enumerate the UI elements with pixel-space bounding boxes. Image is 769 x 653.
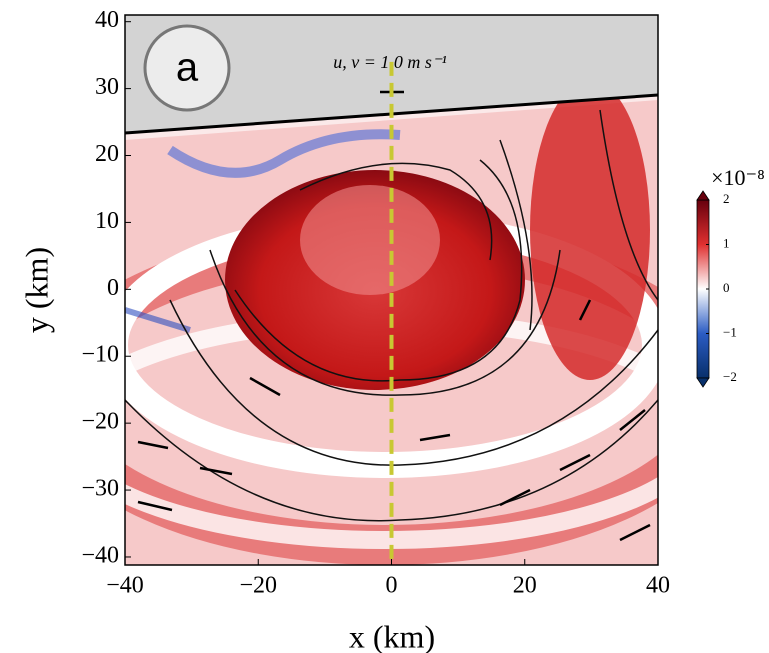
x-tick-label: −40 (106, 573, 144, 599)
colorbar-tick-label: 0 (723, 280, 730, 295)
panel-badge (143, 24, 231, 112)
y-tick-label: 40 (95, 7, 119, 33)
y-tick-label: −20 (81, 409, 119, 435)
y-tick-label: 30 (95, 74, 119, 100)
panel-label: a (176, 46, 199, 90)
y-tick-label: −30 (81, 476, 119, 502)
colorbar-min-extend (696, 377, 710, 388)
colorbar-tick-label: 2 (723, 191, 730, 206)
y-axis-label: y (km) (18, 247, 54, 333)
colorbar-tick-label: 1 (723, 235, 730, 250)
y-tick-label: 20 (95, 141, 119, 167)
colorbar-tick-label: −2 (723, 369, 737, 384)
y-tick-label: −40 (81, 542, 119, 568)
x-axis-label: x (km) (349, 618, 435, 653)
x-tick-label: −20 (239, 573, 277, 599)
y-tick-label: 0 (107, 275, 119, 301)
x-tick-label: 40 (646, 573, 670, 599)
colorbar-label: ×10⁻⁸ (711, 165, 765, 190)
colorbar-tick-label: −1 (723, 324, 737, 339)
y-tick-label: −10 (81, 342, 119, 368)
x-tick-label: 20 (513, 573, 537, 599)
x-tick-label: 0 (386, 573, 398, 599)
field (125, 15, 658, 565)
y-tick-label: 10 (95, 208, 119, 234)
colorbar-max-extend (696, 190, 710, 201)
